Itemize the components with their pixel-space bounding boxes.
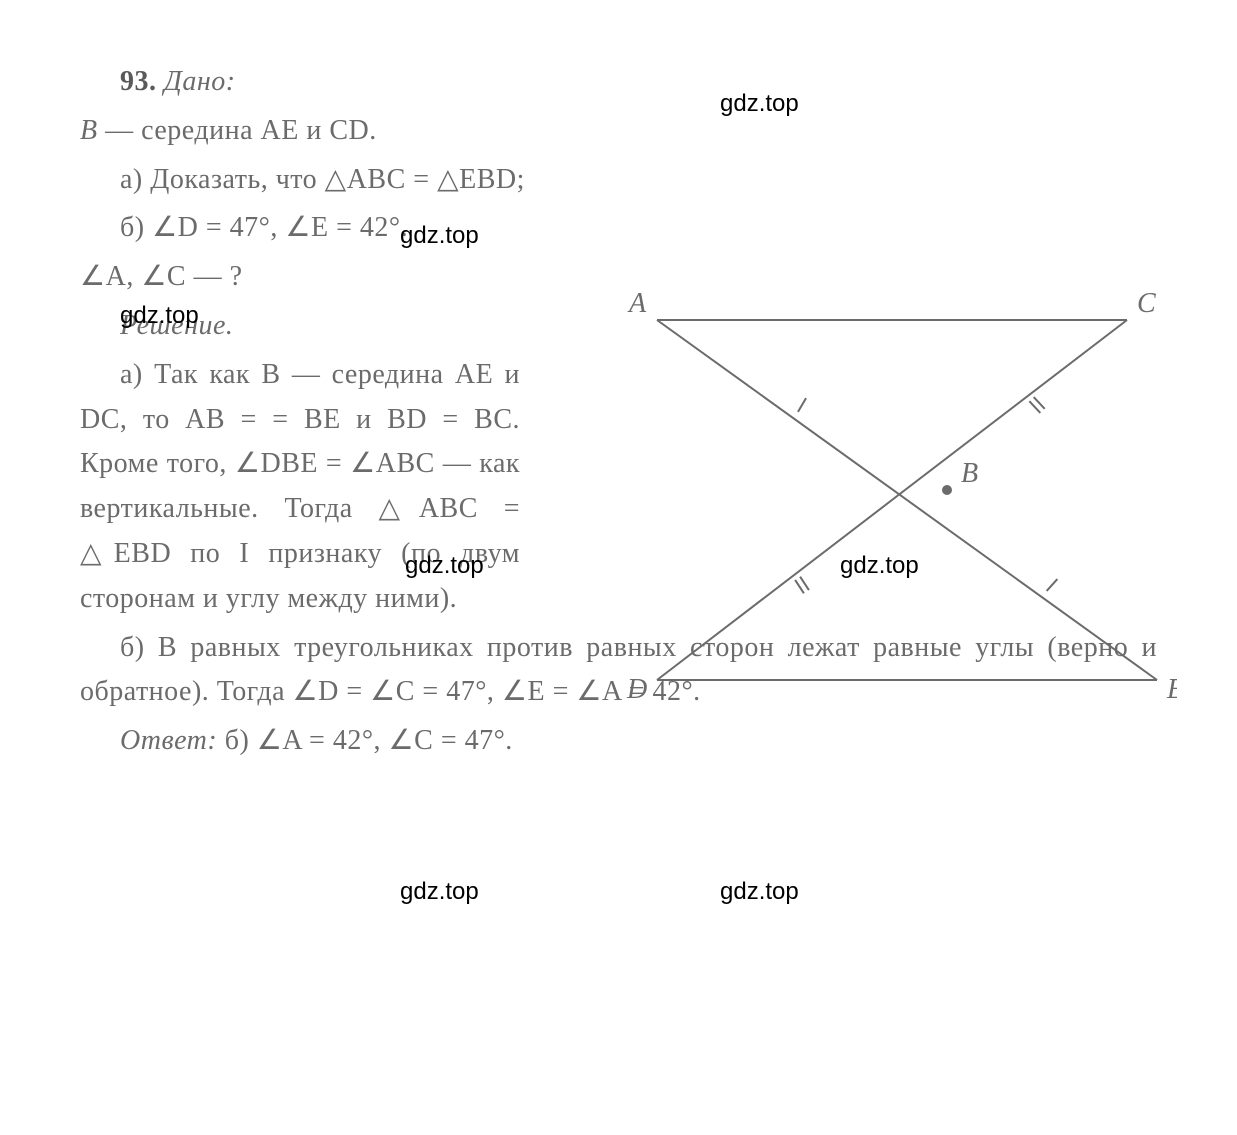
given-label: Дано: [164, 66, 236, 97]
answer-line: Ответ: б) ∠A = 42°, ∠C = 47°. [80, 719, 1157, 764]
watermark: gdz.top [720, 90, 799, 118]
part-a: а) Доказать, что △ABC = △EBD; [80, 158, 1157, 203]
watermark: gdz.top [400, 222, 479, 250]
watermark: gdz.top [720, 878, 799, 906]
triangle-diagram-svg: A C B D E [617, 280, 1177, 720]
point-label-b: B [961, 458, 978, 489]
answer-label: Ответ: [120, 725, 217, 756]
point-label-d: D [626, 674, 647, 705]
point-label-c: C [1137, 288, 1156, 319]
given-line-1: B — середина AE и CD. [80, 109, 1157, 154]
geometry-diagram: A C B D E [617, 280, 1177, 720]
point-b-dot [942, 485, 952, 495]
watermark: gdz.top [840, 552, 919, 580]
tick-mark [798, 398, 806, 412]
given-text-1: — середина AE и CD. [98, 115, 377, 146]
answer-text: б) ∠A = 42°, ∠C = 47°. [217, 725, 513, 756]
tick-mark [1047, 579, 1058, 591]
part-b: б) ∠D = 47°, ∠E = 42°. [80, 206, 1157, 251]
watermark: gdz.top [400, 878, 479, 906]
problem-number: 93. [120, 66, 157, 97]
watermark: gdz.top [405, 552, 484, 580]
diagram-line [657, 320, 1157, 680]
point-label-e: E [1166, 674, 1177, 705]
given-b-letter: B [80, 115, 98, 146]
problem-header: 93. Дано: [80, 60, 1157, 105]
watermark: gdz.top [120, 302, 199, 330]
solution-part-a: а) Так как B — сере­дина AE и DC, то AB … [80, 353, 520, 622]
point-label-a: A [627, 288, 647, 319]
diagram-line [657, 320, 1127, 680]
solution-part-a-container: а) Так как B — сере­дина AE и DC, то AB … [80, 353, 520, 622]
